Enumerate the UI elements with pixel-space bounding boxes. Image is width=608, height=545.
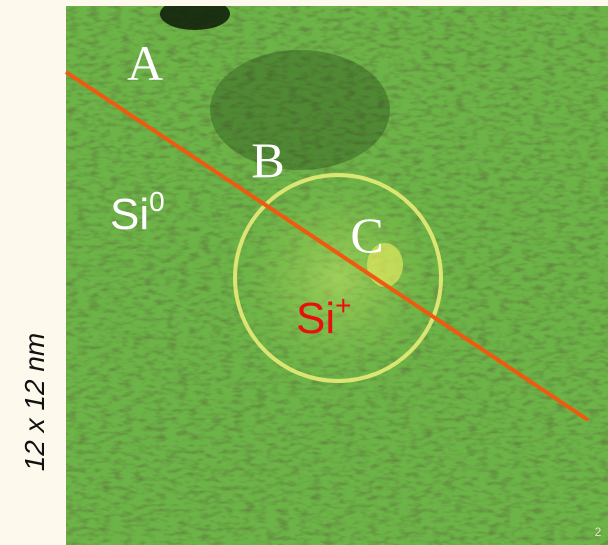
corner-mark: 2 [595, 525, 602, 539]
label-c: C [350, 207, 383, 263]
si-sup: + [335, 290, 351, 321]
si-sup: 0 [149, 186, 165, 217]
label-b: B [251, 132, 284, 188]
si-base: Si [296, 294, 335, 343]
scale-label: 12 x 12 nm [19, 333, 50, 472]
label-a: A [127, 35, 163, 91]
page: A B C Si0 Si+ 12 x 12 nm 2 (() => { cons… [0, 0, 608, 545]
figure: A B C Si0 Si+ 12 x 12 nm 2 [0, 0, 608, 545]
si-base: Si [110, 190, 149, 239]
